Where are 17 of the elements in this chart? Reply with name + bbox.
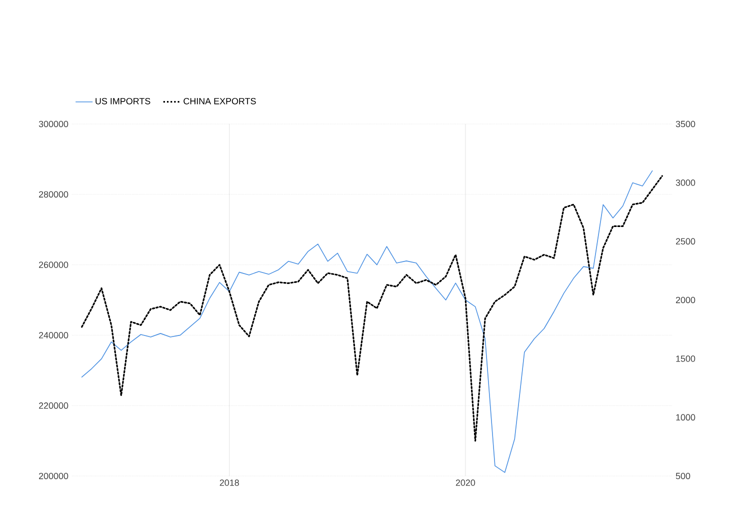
y2-tick-label: 3000 — [676, 179, 696, 186]
y-tick-label: 300000 — [38, 120, 68, 128]
y2-tick-label: 2000 — [676, 296, 696, 304]
y-tick-label: 260000 — [39, 262, 68, 268]
y2-tick-label: 1500 — [676, 355, 696, 362]
y2-tick-label: 3500 — [676, 120, 696, 128]
y-tick-label: 280000 — [39, 191, 68, 198]
legend-label: CHINA EXPORTS — [184, 98, 256, 104]
y2-tick-label: 1000 — [676, 414, 696, 421]
y2-tick-label: 500 — [676, 472, 690, 480]
legend-label: US IMPORTS — [96, 98, 150, 104]
y-tick-label: 240000 — [39, 332, 68, 338]
y2-tick-label: 2500 — [676, 238, 696, 245]
x-tick-label: 2020 — [456, 480, 476, 486]
y-tick-label: 200000 — [39, 472, 68, 480]
x-tick-label: 2018 — [220, 480, 239, 486]
y-tick-label: 220000 — [39, 402, 68, 409]
